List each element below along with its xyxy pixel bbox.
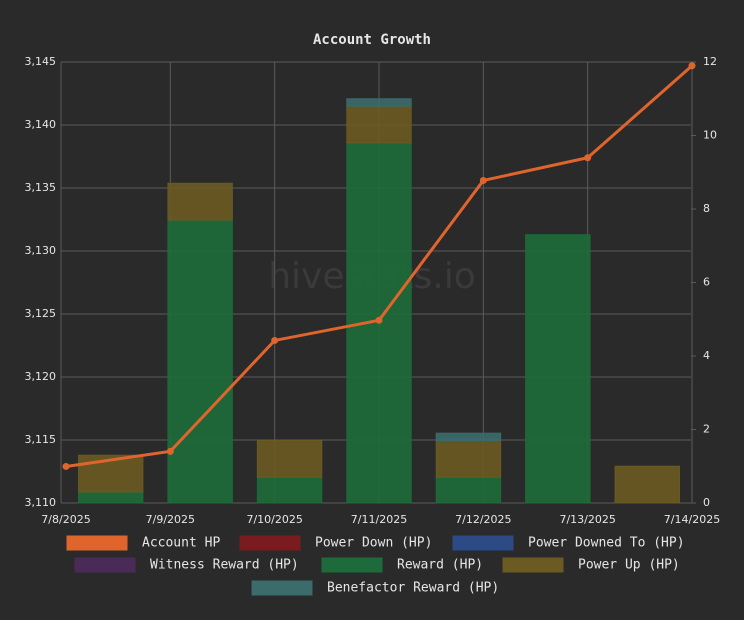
chart-title: Account Growth — [313, 32, 431, 48]
legend-label: Account HP — [142, 536, 220, 551]
y-tick-label: 3,140 — [25, 118, 57, 131]
y2-tick-label: 12 — [703, 55, 717, 68]
legend-label: Benefactor Reward (HP) — [327, 581, 499, 596]
y-tick-label: 3,130 — [25, 244, 57, 257]
legend-label: Power Down (HP) — [315, 536, 432, 551]
legend-swatch — [251, 580, 313, 596]
point — [479, 176, 487, 184]
bar — [435, 432, 502, 442]
legend-swatch — [321, 557, 383, 573]
y-tick-label: 3,115 — [25, 433, 57, 446]
x-tick-label: 7/13/2025 — [559, 513, 615, 526]
x-tick-label: 7/10/2025 — [246, 513, 302, 526]
x-tick-label: 7/14/2025 — [664, 513, 720, 526]
bar — [167, 182, 233, 221]
point — [584, 154, 592, 162]
legend-label: Power Up (HP) — [578, 558, 680, 573]
point — [688, 62, 696, 70]
y2-tick-label: 10 — [703, 129, 717, 142]
y2-tick-label: 0 — [703, 496, 710, 509]
point — [166, 447, 174, 455]
x-tick-label: 7/9/2025 — [146, 513, 195, 526]
y-tick-label: 3,145 — [25, 55, 57, 68]
legend-swatch — [239, 535, 301, 551]
x-tick-label: 7/12/2025 — [455, 513, 511, 526]
y2-tick-label: 6 — [703, 276, 710, 289]
bar — [435, 476, 502, 504]
bar — [346, 98, 412, 107]
bar — [78, 491, 144, 504]
y-tick-label: 3,110 — [25, 496, 57, 509]
bar — [167, 219, 233, 504]
legend-label: Power Downed To (HP) — [528, 536, 685, 551]
bar — [614, 465, 680, 504]
y-tick-label: 3,120 — [25, 370, 57, 383]
legend-swatch — [502, 557, 564, 573]
legend-swatch — [452, 535, 514, 551]
point — [62, 462, 70, 470]
legend-label: Witness Reward (HP) — [150, 558, 299, 573]
x-tick-label: 7/8/2025 — [41, 513, 90, 526]
y-tick-label: 3,135 — [25, 181, 57, 194]
bar — [525, 234, 591, 504]
legend-swatch — [74, 557, 136, 573]
y-tick-label: 3,125 — [25, 307, 57, 320]
legend-swatch — [66, 535, 128, 551]
bar — [256, 476, 323, 504]
y2-tick-label: 4 — [703, 349, 710, 362]
y2-tick-label: 8 — [703, 202, 710, 215]
point — [375, 316, 383, 324]
bar — [256, 440, 323, 478]
x-tick-label: 7/11/2025 — [351, 513, 407, 526]
legend-label: Reward (HP) — [397, 558, 483, 573]
bar — [346, 105, 412, 144]
point — [271, 336, 279, 344]
bar — [435, 440, 502, 478]
y2-tick-label: 2 — [703, 423, 710, 436]
